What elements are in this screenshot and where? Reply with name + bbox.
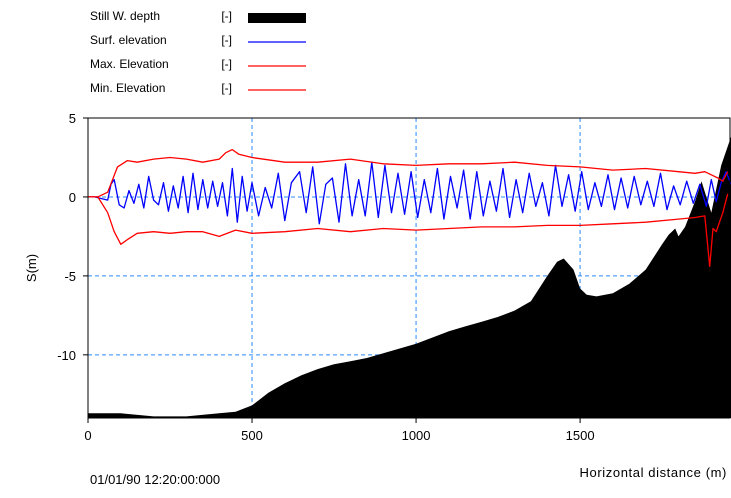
y-axis-label: S(m) [24, 254, 39, 282]
legend-label: Max. Elevation [90, 57, 169, 71]
legend-label: Min. Elevation [90, 81, 165, 95]
legend-swatch [248, 13, 306, 23]
tick-marks [83, 117, 581, 423]
legend-unit: [-] [221, 57, 232, 71]
tick-labels: 0 500 1000 1500 5 0 -5 -10 [57, 111, 594, 443]
plot-frame [87, 117, 731, 419]
y-tick-label: -10 [57, 348, 76, 363]
x-tick-label: 500 [241, 428, 263, 443]
legend: Still W. depth [-] Surf. elevation [-] Max. … [90, 9, 306, 95]
x-axis-label: Horizontal distance (m) [580, 465, 727, 480]
legend-label: Still W. depth [90, 9, 160, 23]
legend-unit: [-] [221, 9, 232, 23]
y-tick-label: -5 [64, 269, 76, 284]
series-min-elevation [88, 193, 729, 268]
plot-area [88, 136, 731, 418]
legend-unit: [-] [221, 33, 232, 47]
legend-label: Surf. elevation [90, 33, 167, 47]
x-tick-label: 1000 [402, 428, 431, 443]
y-tick-label: 0 [69, 190, 76, 205]
x-tick-label: 1500 [566, 428, 595, 443]
series-still-water-depth [88, 136, 731, 418]
y-tick-label: 5 [69, 111, 76, 126]
legend-unit: [-] [221, 81, 232, 95]
series-max-elevation [88, 148, 729, 198]
series-surf-elevation [88, 161, 731, 225]
x-tick-label: 0 [84, 428, 91, 443]
timestamp: 01/01/90 12:20:00:000 [90, 472, 220, 487]
